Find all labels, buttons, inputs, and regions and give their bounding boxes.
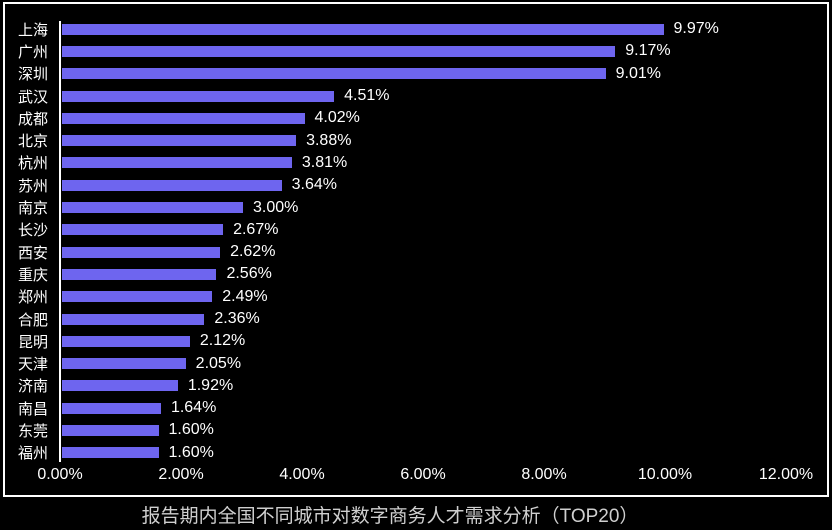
bar-value-label: 2.67% (233, 220, 279, 238)
bar-row: 2.36% (62, 308, 786, 330)
bar (62, 380, 178, 392)
bar (62, 291, 213, 303)
bar (62, 313, 205, 325)
bar-value-label: 2.12% (199, 332, 246, 350)
bar-row: 1.60% (62, 419, 786, 441)
x-tick-label: 12.00% (758, 466, 814, 483)
x-tick-label: 8.00% (521, 466, 567, 483)
bar-value-label: 2.56% (226, 265, 272, 283)
bar (62, 268, 217, 280)
bar (62, 246, 221, 258)
bar (62, 112, 305, 124)
category-label: 杭州 (17, 155, 48, 173)
bar (62, 335, 190, 347)
bar-value-label: 3.81% (301, 153, 348, 171)
bar-value-label: 1.60% (168, 421, 214, 439)
bar-value-label: 9.97% (673, 20, 719, 38)
x-tick-label: 2.00% (158, 466, 204, 483)
bar-row: 2.05% (62, 352, 786, 374)
category-label: 成都 (17, 110, 48, 128)
bar-value-label: 3.88% (306, 131, 352, 149)
bar-row: 3.81% (62, 152, 786, 174)
category-label: 西安 (17, 244, 48, 262)
bar-value-label: 1.92% (187, 376, 234, 394)
x-tick-label: 4.00% (279, 466, 325, 483)
category-label: 上海 (17, 21, 48, 39)
category-label: 广州 (17, 43, 48, 61)
bar-row: 9.17% (62, 40, 786, 62)
bar (62, 202, 243, 214)
bar-row: 9.97% (62, 18, 786, 40)
bar (62, 179, 282, 191)
category-label: 天津 (17, 356, 48, 374)
y-axis-category-labels: 上海广州深圳武汉成都北京杭州苏州南京长沙西安重庆郑州合肥昆明天津济南南昌东莞福州 (0, 18, 55, 464)
category-label: 长沙 (17, 222, 48, 240)
bar (62, 157, 292, 169)
bar-row: 1.92% (62, 375, 786, 397)
x-tick-label: 0.00% (37, 466, 83, 483)
bar-row: 3.88% (62, 129, 786, 151)
category-label: 郑州 (17, 289, 48, 307)
x-tick-label: 10.00% (637, 466, 693, 483)
bar-value-label: 9.17% (625, 42, 671, 60)
bar-row: 4.02% (62, 107, 786, 129)
bar-value-label: 2.05% (195, 354, 242, 372)
bar (62, 447, 159, 459)
bar-row: 2.49% (62, 286, 786, 308)
bar-value-label: 3.00% (253, 198, 299, 216)
category-label: 福州 (17, 445, 48, 463)
bar (62, 358, 186, 370)
bar-value-label: 4.02% (314, 109, 360, 127)
bar-row: 1.64% (62, 397, 786, 419)
bar-row: 9.01% (62, 63, 786, 85)
bar-value-label: 3.64% (291, 176, 337, 194)
bar-row: 3.00% (62, 196, 786, 218)
bar-value-label: 2.36% (214, 310, 260, 327)
category-label: 重庆 (17, 266, 48, 284)
bar (62, 45, 616, 57)
bar-value-label: 4.51% (344, 87, 390, 105)
bar-row: 4.51% (62, 85, 786, 107)
bar-row: 1.60% (62, 442, 786, 464)
bar-row: 2.67% (62, 219, 786, 241)
bar-value-label: 2.62% (230, 243, 276, 261)
bar (62, 402, 161, 414)
category-label: 苏州 (17, 177, 48, 195)
bar (62, 23, 664, 35)
bar (62, 68, 606, 80)
x-tick-label: 6.00% (400, 466, 446, 483)
bar-row: 2.12% (62, 330, 786, 352)
category-label: 北京 (17, 133, 48, 151)
bar-rows: 9.97% 9.17% 9.01% 4.51% 4.02% 3.88% 3.81% 3.64%… (62, 18, 786, 464)
category-label: 济南 (17, 378, 48, 396)
category-label: 昆明 (17, 333, 48, 351)
bar (62, 135, 297, 147)
category-label: 武汉 (17, 88, 48, 106)
bar-value-label: 1.64% (170, 399, 217, 417)
bar (62, 90, 335, 102)
category-label: 南昌 (17, 400, 48, 418)
chart-title: 报告期内全国不同城市对数字商务人才需求分析（TOP20） (141, 506, 639, 527)
bar (62, 424, 159, 436)
bar-row: 2.56% (62, 263, 786, 285)
x-axis-tick-labels: 0.00% 2.00% 4.00% 6.00% 8.00% 10.00% 12.00% (37, 466, 813, 488)
bar-row: 3.64% (62, 174, 786, 196)
category-label: 南京 (17, 200, 48, 218)
bar-value-label: 2.49% (222, 287, 268, 305)
category-label: 合肥 (17, 311, 48, 329)
bar-value-label: 9.01% (615, 64, 661, 82)
bar-value-label: 1.60% (168, 443, 214, 461)
bar (62, 224, 224, 236)
bar-row: 2.62% (62, 241, 786, 263)
category-label: 东莞 (17, 422, 48, 440)
y-axis-line (59, 21, 61, 462)
category-label: 深圳 (17, 66, 48, 84)
